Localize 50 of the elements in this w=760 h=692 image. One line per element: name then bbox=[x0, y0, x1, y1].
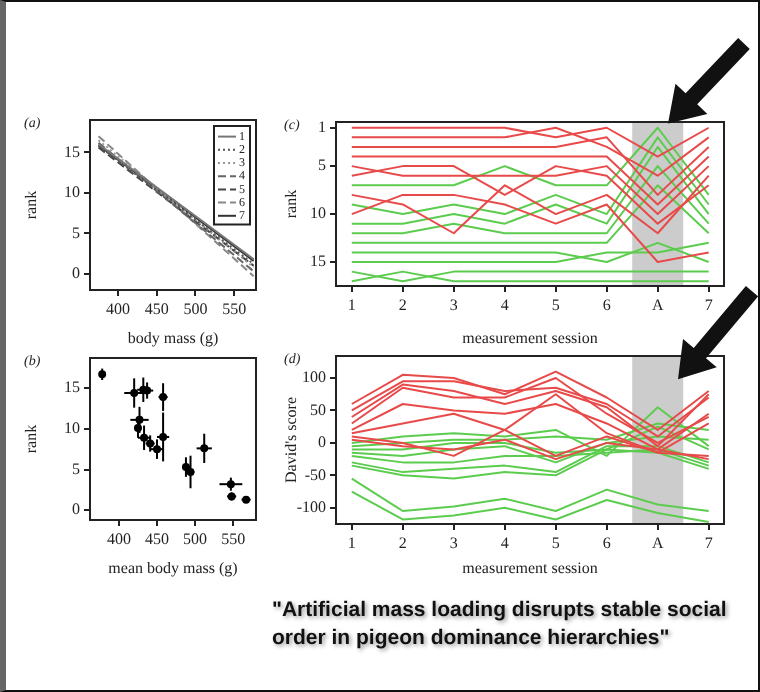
y-tick-label: 15 bbox=[310, 252, 326, 271]
x-tick-label: A bbox=[651, 533, 664, 552]
y-tick-label: 15 bbox=[64, 378, 80, 397]
x-tick-label: 7 bbox=[704, 533, 713, 552]
x-tick-label: 500 bbox=[183, 299, 208, 318]
y-axis-title: rank bbox=[21, 424, 40, 454]
y-tick-label: 1 bbox=[318, 117, 326, 136]
x-tick-label: 5 bbox=[551, 295, 560, 314]
x-tick-label: 3 bbox=[449, 295, 458, 314]
x-tick-label: 1 bbox=[347, 295, 356, 314]
y-tick-label: 5 bbox=[318, 156, 326, 175]
x-tick-label: 5 bbox=[551, 533, 560, 552]
y-tick-label: 15 bbox=[64, 142, 80, 161]
x-tick-label: 450 bbox=[145, 529, 170, 548]
y-tick-label: 100 bbox=[302, 368, 326, 387]
y-axis-title: David's score bbox=[281, 396, 300, 483]
x-axis-title: measurement session bbox=[462, 558, 598, 577]
x-tick-label: 7 bbox=[704, 295, 713, 314]
y-tick-label: -100 bbox=[296, 497, 326, 516]
y-tick-label: 10 bbox=[64, 183, 80, 202]
y-tick-label: 0 bbox=[318, 433, 326, 452]
x-tick-label: 450 bbox=[144, 299, 169, 318]
x-tick-label: 400 bbox=[106, 529, 131, 548]
x-tick-label: A bbox=[651, 295, 664, 314]
y-tick-label: 10 bbox=[310, 204, 326, 223]
y-tick-label: 5 bbox=[72, 223, 80, 242]
x-tick-label: 2 bbox=[398, 533, 407, 552]
x-tick-label: 4 bbox=[500, 533, 509, 552]
x-tick-label: 2 bbox=[398, 295, 407, 314]
y-tick-label: -50 bbox=[304, 465, 326, 484]
x-tick-label: 550 bbox=[222, 299, 247, 318]
text: "Artificial mass loading disrupts stable social order in pigeon dominance hierarchies" bbox=[272, 596, 729, 652]
y-tick-label: 5 bbox=[72, 459, 80, 478]
x-tick-label: 6 bbox=[602, 295, 611, 314]
y-tick-label: 0 bbox=[72, 264, 80, 282]
x-axis-title: mean body mass (g) bbox=[108, 558, 239, 577]
x-tick-label: 550 bbox=[221, 529, 246, 548]
x-axis-title: body mass (g) bbox=[127, 328, 219, 347]
y-axis-title: rank bbox=[21, 190, 40, 220]
x-axis-title: measurement session bbox=[462, 328, 598, 347]
x-tick-label: 400 bbox=[105, 299, 130, 318]
x-tick-label: 4 bbox=[500, 295, 509, 314]
x-tick-label: 6 bbox=[602, 533, 611, 552]
y-tick-label: 50 bbox=[310, 400, 326, 419]
y-tick-label: 0 bbox=[72, 500, 80, 519]
x-tick-label: 500 bbox=[183, 529, 208, 548]
x-tick-label: 3 bbox=[449, 533, 458, 552]
y-tick-label: 10 bbox=[64, 419, 80, 438]
y-axis-title: rank bbox=[281, 189, 300, 219]
x-tick-label: 1 bbox=[347, 533, 356, 552]
